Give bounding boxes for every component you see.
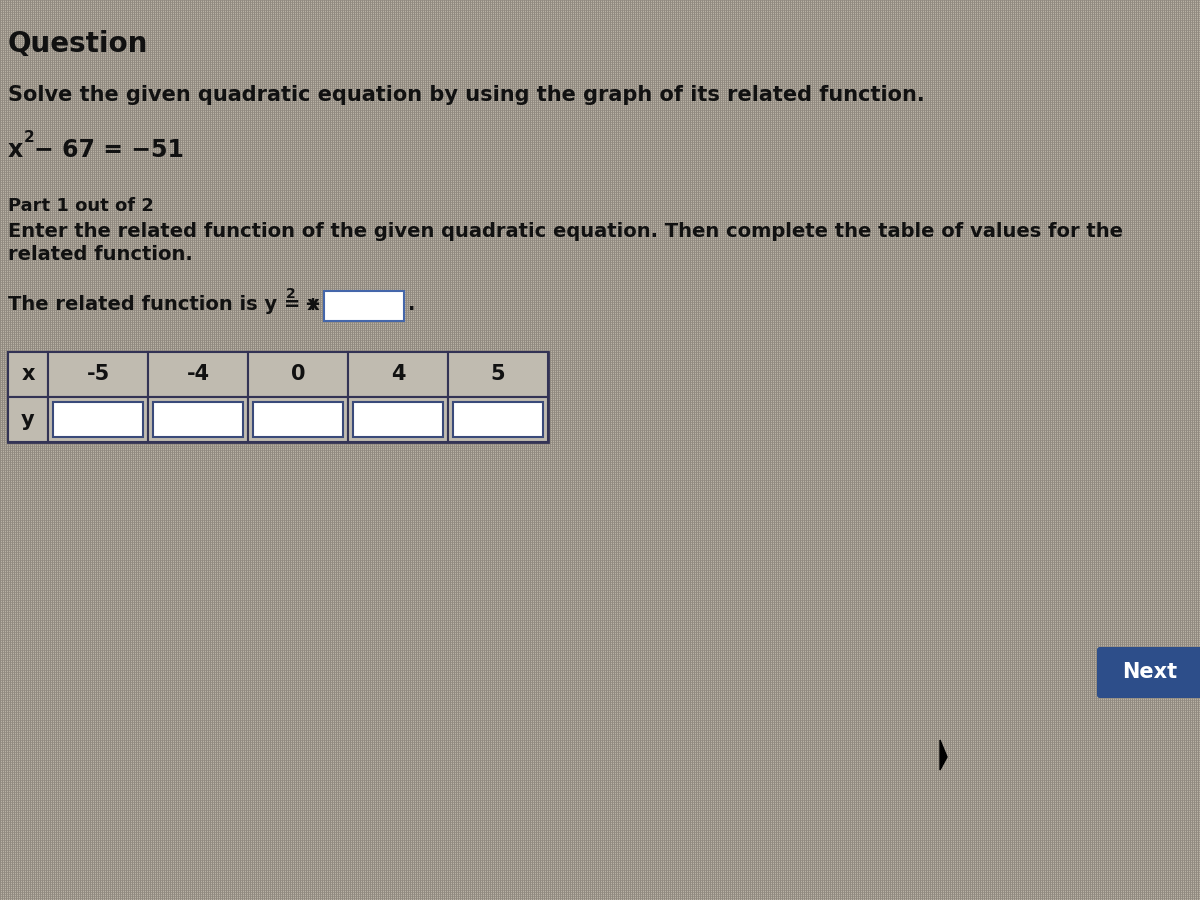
Bar (8, 352, 48, 397)
Bar (448, 397, 548, 442)
Bar (154, 402, 242, 437)
Bar (8, 397, 48, 442)
Text: Next: Next (1122, 662, 1177, 682)
Text: y: y (22, 410, 35, 429)
Bar (248, 352, 348, 397)
Text: 2: 2 (24, 130, 35, 145)
Text: 4: 4 (391, 364, 406, 384)
Bar (324, 291, 404, 321)
Text: related function.: related function. (8, 245, 193, 264)
Text: Question: Question (8, 30, 149, 58)
Bar (348, 352, 448, 397)
Text: Solve the given quadratic equation by using the graph of its related function.: Solve the given quadratic equation by us… (8, 85, 925, 105)
Text: Part 1 out of 2: Part 1 out of 2 (8, 197, 154, 215)
Bar (53, 402, 143, 437)
Text: -5: -5 (86, 364, 109, 384)
Bar (348, 397, 448, 442)
Text: x: x (22, 364, 35, 384)
Polygon shape (940, 740, 947, 770)
FancyBboxPatch shape (1097, 647, 1200, 698)
Bar (353, 402, 443, 437)
Text: − 67 = −51: − 67 = −51 (34, 138, 184, 162)
Bar (253, 402, 343, 437)
Bar (448, 352, 548, 397)
Bar (48, 352, 148, 397)
Text: The related function is y = x: The related function is y = x (8, 295, 319, 314)
Text: +: + (298, 295, 322, 314)
Bar (148, 352, 248, 397)
Text: -4: -4 (186, 364, 210, 384)
Text: x: x (8, 138, 23, 162)
Text: Enter the related function of the given quadratic equation. Then complete the ta: Enter the related function of the given … (8, 222, 1123, 241)
Text: .: . (408, 295, 415, 314)
Text: 0: 0 (290, 364, 305, 384)
Bar (248, 397, 348, 442)
Bar (48, 397, 148, 442)
Text: 2: 2 (286, 287, 295, 301)
Bar (148, 397, 248, 442)
Bar (8, 352, 548, 442)
Text: 5: 5 (491, 364, 505, 384)
Bar (454, 402, 542, 437)
